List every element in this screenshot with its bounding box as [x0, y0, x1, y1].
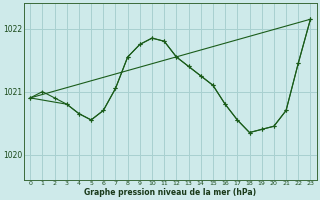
X-axis label: Graphe pression niveau de la mer (hPa): Graphe pression niveau de la mer (hPa)	[84, 188, 256, 197]
